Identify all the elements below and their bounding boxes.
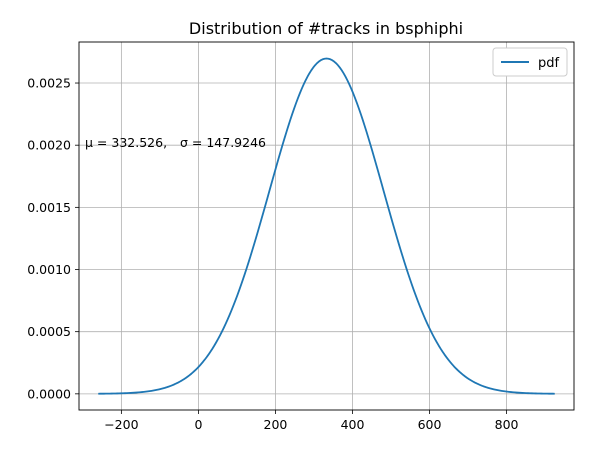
x-tick-label: −200 — [104, 417, 138, 432]
x-tick-label: 200 — [264, 417, 288, 432]
y-tick-label: 0.0025 — [27, 76, 71, 91]
legend-label-pdf: pdf — [538, 56, 560, 71]
mu-annotation: μ = 332.526, — [85, 135, 167, 150]
x-tick-label: 0 — [194, 417, 202, 432]
chart-title: Distribution of #tracks in bsphiphi — [189, 19, 463, 38]
grid — [79, 42, 574, 410]
y-tick-label: 0.0005 — [27, 324, 71, 339]
y-tick-label: 0.0020 — [27, 138, 71, 153]
legend: pdf — [492, 47, 568, 77]
y-tick-label: 0.0010 — [27, 262, 71, 277]
x-tick-label: 800 — [495, 417, 519, 432]
plot-frame — [78, 41, 575, 411]
sigma-annotation: σ = 147.9246 — [180, 135, 266, 150]
pdf-series-line — [98, 57, 555, 395]
y-tick-label: 0.0015 — [27, 200, 71, 215]
x-tick-label: 600 — [418, 417, 442, 432]
axes-frame — [78, 41, 575, 411]
y-tick-label: 0.0000 — [27, 386, 71, 401]
x-ticks: −200 0 200 400 600 800 — [104, 410, 519, 432]
x-tick-label: 400 — [341, 417, 365, 432]
y-ticks: 0.0000 0.0005 0.0010 0.0015 0.0020 0.0025 — [27, 76, 79, 401]
legend-box — [492, 47, 568, 77]
curve-layer — [98, 57, 555, 395]
